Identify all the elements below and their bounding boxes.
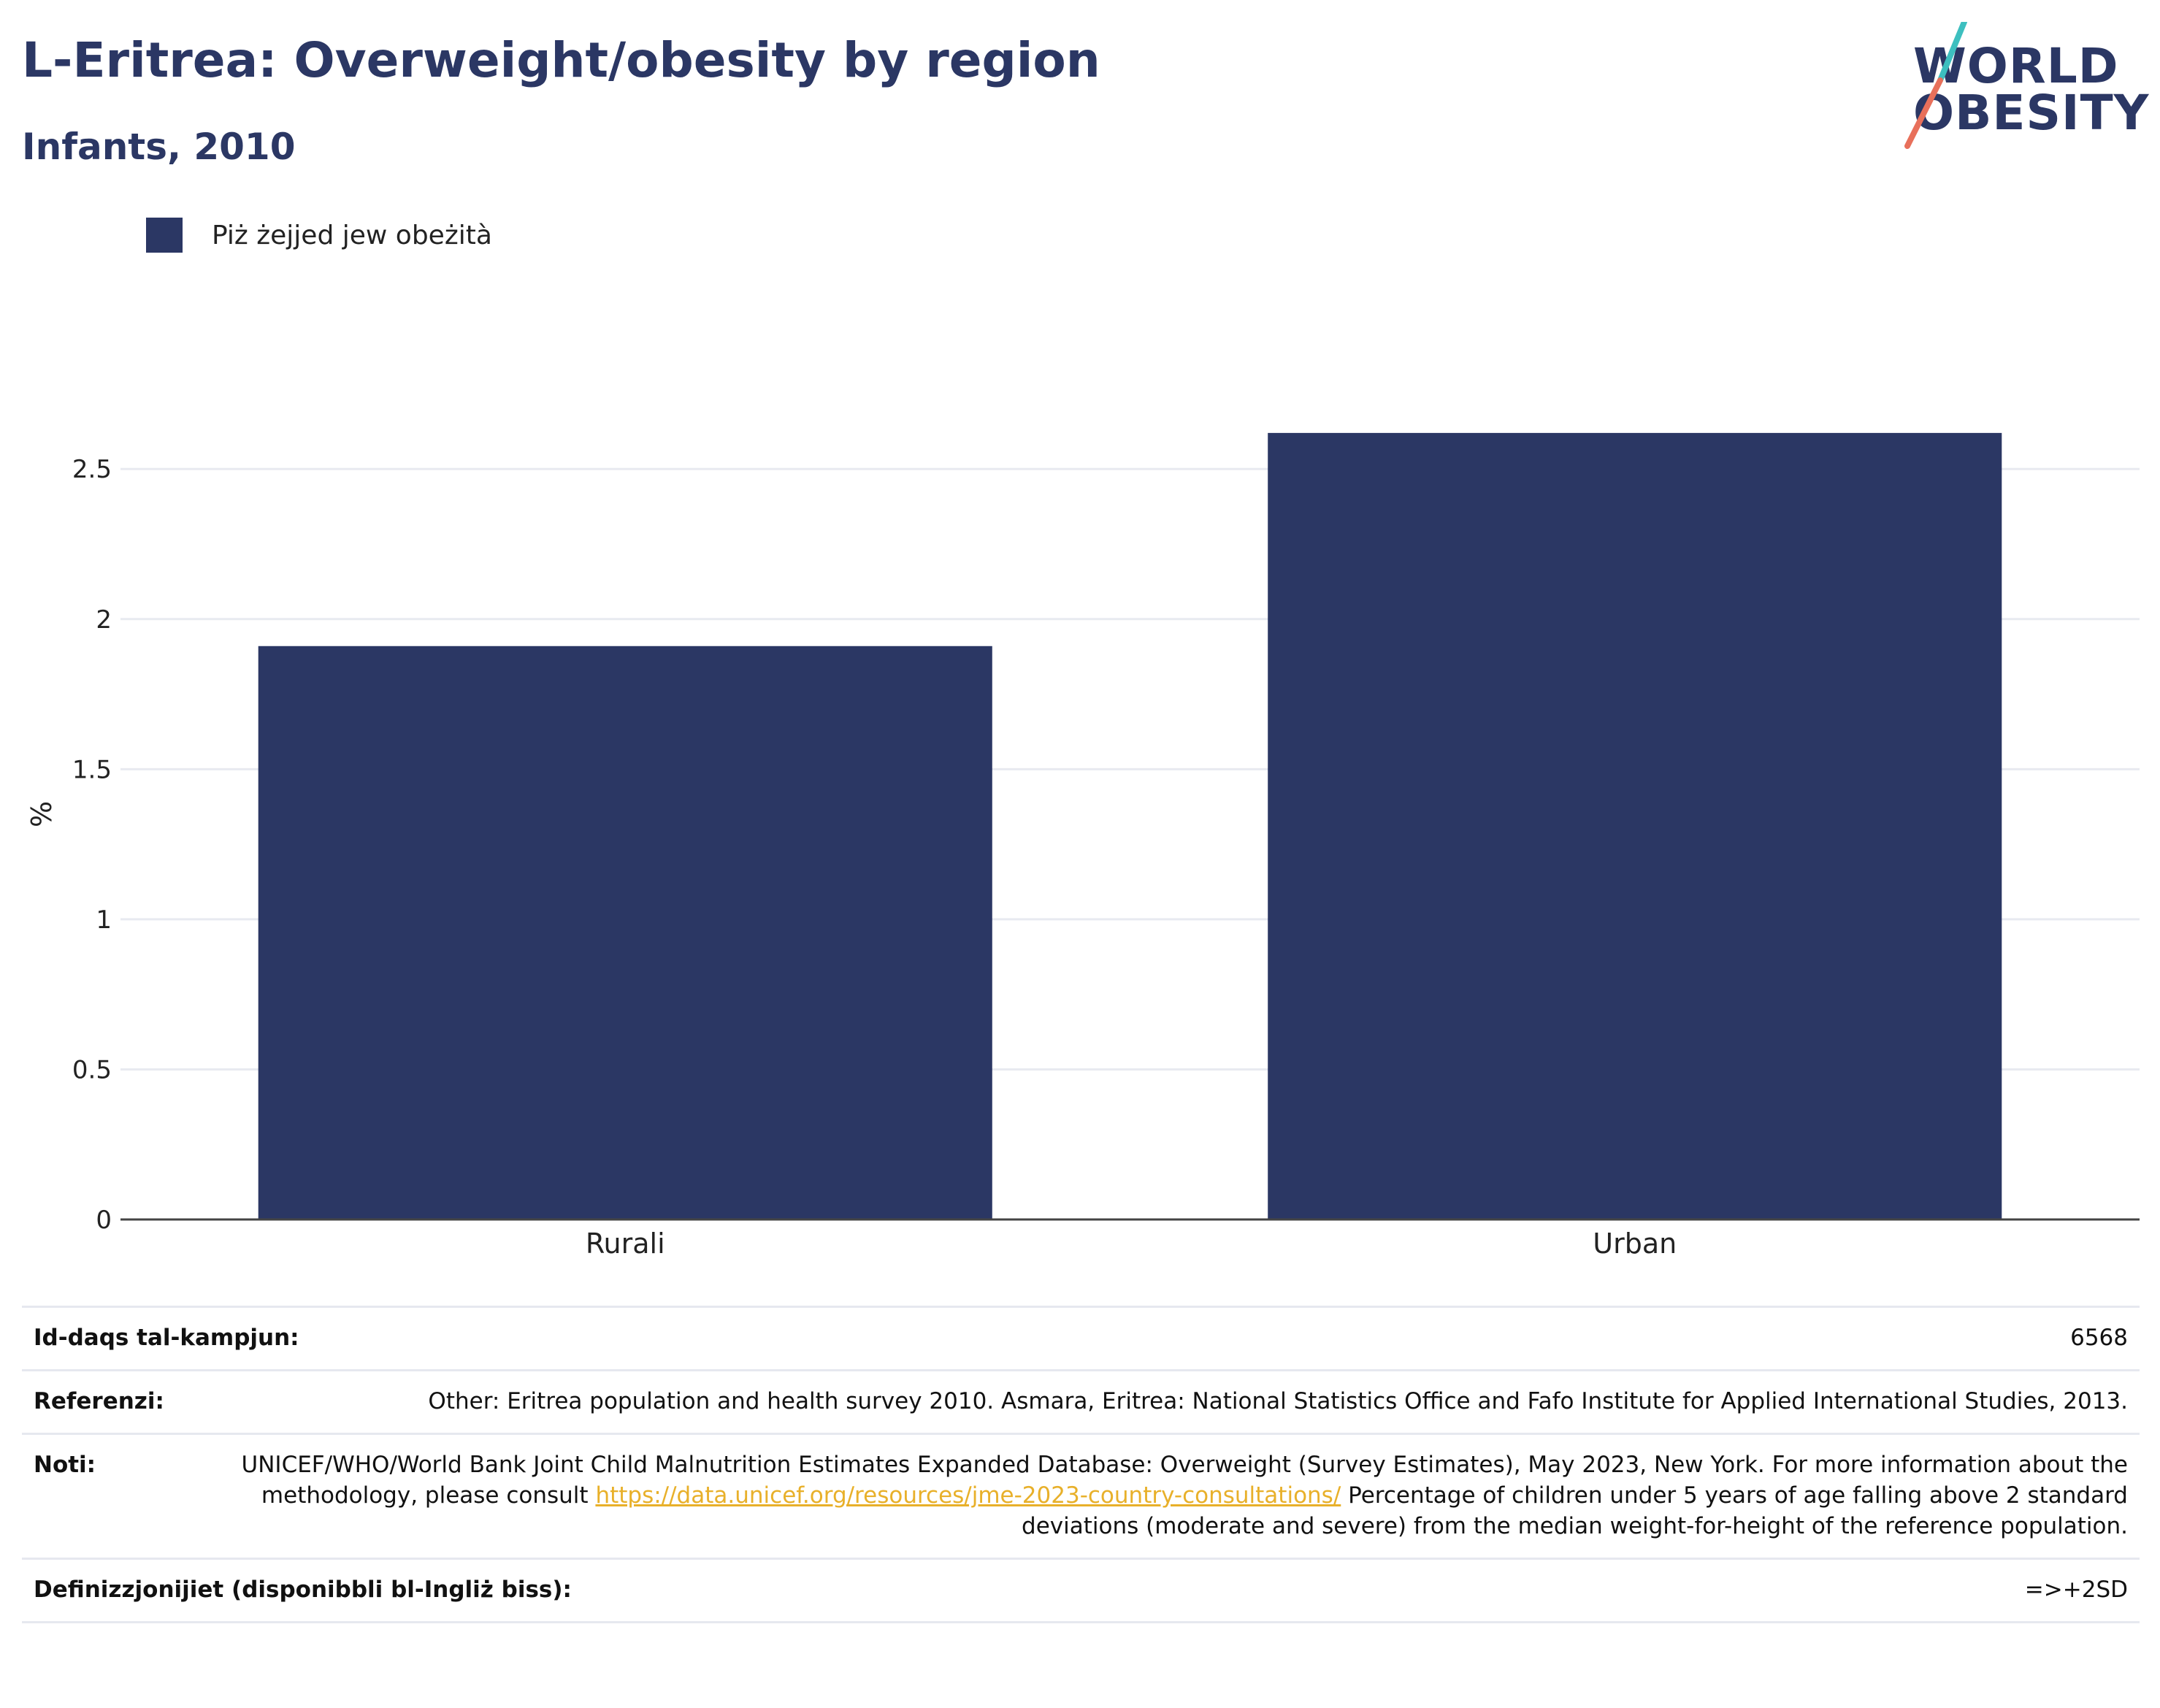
x-tick-label: Urban	[1593, 1228, 1677, 1260]
notes-label: Noti:	[34, 1452, 96, 1478]
sample-size-value: 6568	[2070, 1325, 2128, 1351]
chart-subtitle: Infants, 2010	[22, 126, 296, 168]
world-obesity-logo: WORLD OBESITY	[1899, 22, 2150, 153]
bar-chart: 0 0.5 1 1.5 2 2.5 Rurali Urban%	[26, 432, 2140, 1260]
y-tick-label: 2.5	[72, 455, 112, 484]
definitions-label: Definizzjonijiet (disponibbli bl-Ingliż …	[34, 1577, 572, 1603]
metadata-table: Id-daqs tal-kampjun: 6568 Referenzi: Oth…	[22, 1306, 2140, 1623]
meta-row-references: Referenzi: Other: Eritrea population and…	[22, 1369, 2140, 1433]
chart-legend: Piż żejjed jew obeżità	[146, 216, 492, 254]
references-label: Referenzi:	[34, 1388, 164, 1414]
notes-value: UNICEF/WHO/World Bank Joint Child Malnut…	[154, 1449, 2128, 1542]
legend-label: Piż żejjed jew obeżità	[212, 220, 492, 250]
meta-row-definitions: Definizzjonijiet (disponibbli bl-Ingliż …	[22, 1558, 2140, 1623]
y-axis-label: %	[26, 801, 58, 827]
chart-title: L-Eritrea: Overweight/obesity by region	[22, 32, 1100, 88]
y-tick-label: 0	[96, 1206, 112, 1235]
y-tick-label: 0.5	[72, 1055, 112, 1084]
meta-row-sample-size: Id-daqs tal-kampjun: 6568	[22, 1306, 2140, 1369]
notes-text-after: Percentage of children under 5 years of …	[1022, 1482, 2128, 1539]
notes-link[interactable]: https://data.unicef.org/resources/jme-20…	[595, 1482, 1341, 1509]
y-tick-label: 1	[96, 905, 112, 935]
bar-rurali	[258, 646, 992, 1219]
references-value: Other: Eritrea population and health sur…	[428, 1388, 2128, 1414]
x-tick-label: Rurali	[586, 1228, 665, 1260]
notes-text-before: UNICEF/WHO/World Bank Joint Child Malnut…	[241, 1452, 2128, 1509]
y-tick-label: 1.5	[72, 755, 112, 784]
logo-text-line2: OBESITY	[1913, 85, 2150, 141]
sample-size-label: Id-daqs tal-kampjun:	[34, 1325, 299, 1351]
definitions-value: =>+2SD	[2024, 1577, 2128, 1603]
meta-row-notes: Noti: UNICEF/WHO/World Bank Joint Child …	[22, 1433, 2140, 1558]
legend-swatch	[146, 218, 183, 253]
logo-slash-icon	[1904, 22, 1967, 149]
y-tick-label: 2	[96, 605, 112, 635]
bar-urban	[1268, 432, 2002, 1219]
